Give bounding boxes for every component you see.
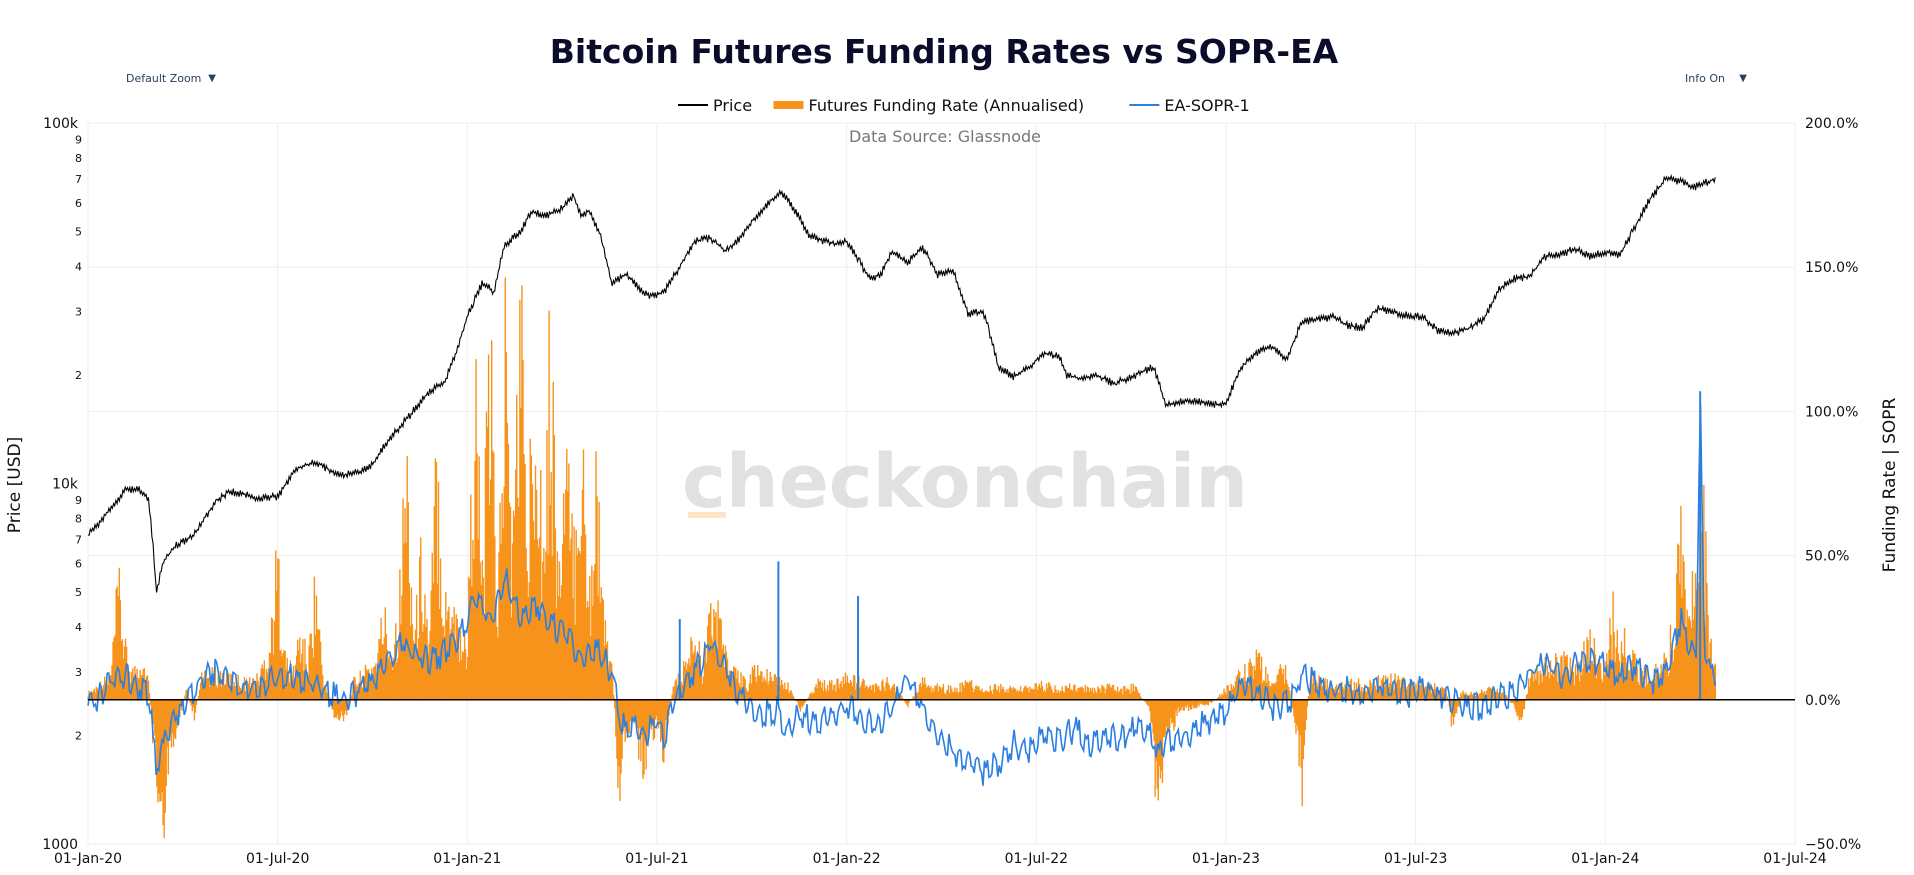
y-left-tick-label: 100k (43, 116, 79, 132)
zoom-dropdown[interactable]: Default Zoom ▼ (118, 66, 224, 90)
y-right-tick-label: 0.0% (1805, 693, 1841, 709)
y-left-minor-tick-label: 3 (75, 666, 82, 679)
x-tick-label: 01-Jan-21 (433, 851, 501, 867)
zoom-dropdown-label: Default Zoom (126, 71, 202, 85)
y-left-minor-tick-label: 7 (75, 533, 82, 546)
legend-label: EA-SOPR-1 (1164, 96, 1249, 115)
legend-item[interactable]: Futures Funding Rate (Annualised) (773, 96, 1085, 115)
x-tick-label: 01-Jul-23 (1384, 851, 1447, 867)
x-tick-label: 01-Jul-21 (625, 851, 688, 867)
watermark-mark (688, 512, 726, 518)
funding-rate-bars (87, 277, 1717, 839)
y-left-tick-label: 10k (52, 477, 79, 493)
chevron-down-icon: ▼ (208, 72, 216, 84)
y-left-minor-tick-label: 5 (75, 586, 82, 599)
y-left-minor-tick-label: 3 (75, 305, 82, 318)
y-right-tick-label: 200.0% (1805, 116, 1858, 132)
info-dropdown[interactable]: Info On ▼ (1677, 66, 1755, 90)
legend-item[interactable]: Price (678, 96, 752, 115)
axes: 01-Jan-20 01-Jul-20 01-Jan-21 01-Jul-21 01-J… (42, 116, 1861, 867)
y-left-minor-tick-label: 6 (75, 197, 82, 210)
x-tick-label: 01-Jan-24 (1571, 851, 1639, 867)
grid (87, 122, 1796, 845)
legend-swatch (773, 101, 804, 109)
y-left-minor-tick-label: 6 (75, 557, 82, 570)
chevron-down-icon: ▼ (1739, 72, 1747, 84)
y-left-minor-tick-label: 9 (75, 494, 82, 507)
info-dropdown-label: Info On (1685, 71, 1725, 85)
price-line (87, 173, 1716, 593)
y-left-minor-tick-label: 2 (75, 369, 82, 382)
legend-label: Futures Funding Rate (Annualised) (809, 96, 1085, 115)
legend[interactable]: Price Futures Funding Rate (Annualised) EA… (678, 96, 1250, 115)
chart-title: Bitcoin Futures Funding Rates vs SOPR-EA (550, 32, 1339, 71)
y-left-minor-tick-label: 8 (75, 512, 82, 525)
x-tick-label: 01-Jan-23 (1192, 851, 1260, 867)
y-left-minor-tick-label: 7 (75, 173, 82, 186)
y-left-tick-label: 1000 (42, 837, 78, 853)
y-left-minor-tick-label: 5 (75, 226, 82, 239)
y-axis-left-title: Price [USD] (5, 437, 25, 533)
y-left-minor-tick-label: 9 (75, 133, 82, 146)
y-left-minor-tick-label: 8 (75, 152, 82, 165)
y-right-tick-label: −50.0% (1805, 837, 1861, 853)
x-tick-label: 01-Jul-20 (246, 851, 309, 867)
y-left-minor-tick-label: 4 (75, 260, 82, 273)
y-right-tick-label: 100.0% (1805, 404, 1858, 420)
x-tick-label: 01-Jan-22 (813, 851, 881, 867)
legend-item[interactable]: EA-SOPR-1 (1129, 96, 1250, 115)
chart-subtitle: Data Source: Glassnode (849, 127, 1041, 146)
x-tick-label: 01-Jul-24 (1763, 851, 1826, 867)
y-left-minor-tick-label: 4 (75, 621, 82, 634)
watermark: checkonchain (682, 439, 1248, 525)
y-right-tick-label: 150.0% (1805, 260, 1858, 276)
y-axis-right-title: Funding Rate | SOPR (1880, 398, 1900, 573)
x-tick-label: 01-Jan-20 (54, 851, 122, 867)
y-right-tick-label: 50.0% (1805, 549, 1849, 565)
legend-label: Price (713, 96, 752, 115)
x-tick-label: 01-Jul-22 (1005, 851, 1068, 867)
y-left-minor-tick-label: 2 (75, 729, 82, 742)
